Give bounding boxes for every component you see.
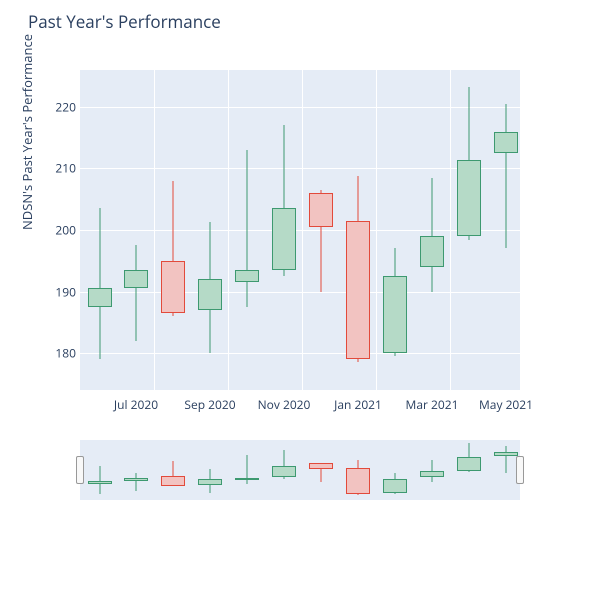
range-handle-left[interactable] <box>76 456 84 484</box>
x-tick-label: May 2021 <box>479 396 533 413</box>
candle-body <box>383 479 407 493</box>
candle-body <box>346 468 370 494</box>
y-tick-label: 200 <box>36 222 76 239</box>
candle-body <box>420 471 444 477</box>
candle[interactable] <box>161 440 185 500</box>
candle-body <box>309 193 333 227</box>
candle[interactable] <box>235 440 259 500</box>
candle-body <box>346 221 370 359</box>
x-tick-label: Jan 2021 <box>334 396 382 413</box>
y-tick-label: 180 <box>36 345 76 362</box>
candle-body <box>383 276 407 353</box>
candle-body <box>161 261 185 313</box>
candle[interactable] <box>383 440 407 500</box>
candle[interactable] <box>272 440 296 500</box>
candle[interactable] <box>124 440 148 500</box>
y-tick-label: 210 <box>36 160 76 177</box>
candle[interactable] <box>346 440 370 500</box>
candle-body <box>420 236 444 267</box>
candle-body <box>198 279 222 310</box>
candle-body <box>124 270 148 288</box>
candle-wick <box>506 446 507 473</box>
candle[interactable] <box>494 440 518 500</box>
candle[interactable] <box>124 70 148 390</box>
candle-body <box>457 160 481 236</box>
candle[interactable] <box>457 440 481 500</box>
candle-wick <box>247 455 248 484</box>
x-tick-label: Mar 2021 <box>406 396 459 413</box>
candle[interactable] <box>420 70 444 390</box>
candle[interactable] <box>383 70 407 390</box>
candle-body <box>494 132 518 154</box>
gridline-v <box>302 70 303 390</box>
main-candlestick-plot[interactable] <box>80 70 520 390</box>
candle[interactable] <box>494 70 518 390</box>
chart-container: Past Year's Performance NDSN's Past Year… <box>0 0 600 600</box>
candle-body <box>198 479 222 485</box>
candle[interactable] <box>457 70 481 390</box>
chart-title: Past Year's Performance <box>28 10 221 33</box>
candle[interactable] <box>235 70 259 390</box>
gridline-v <box>524 70 525 390</box>
y-axis-label: NDSN's Past Year's Performance <box>18 34 36 230</box>
candle-body <box>309 463 333 469</box>
x-tick-label: Sep 2020 <box>184 396 235 413</box>
candle-wick <box>432 178 433 292</box>
candle-wick <box>136 473 137 491</box>
candle-body <box>88 288 112 306</box>
gridline-v <box>376 70 377 390</box>
x-tick-label: Jul 2020 <box>114 396 158 413</box>
candle[interactable] <box>272 70 296 390</box>
candle-body <box>272 208 296 270</box>
candle-body <box>457 457 481 471</box>
gridline-v <box>228 70 229 390</box>
candle[interactable] <box>198 70 222 390</box>
x-tick-label: Nov 2020 <box>258 396 311 413</box>
candle[interactable] <box>420 440 444 500</box>
candle-wick <box>100 208 101 359</box>
candle-body <box>124 478 148 481</box>
candle-wick <box>136 245 137 340</box>
candle-body <box>494 452 518 456</box>
gridline-v <box>450 70 451 390</box>
candle-body <box>88 481 112 484</box>
y-tick-label: 190 <box>36 283 76 300</box>
candle-wick <box>506 104 507 249</box>
candle[interactable] <box>88 70 112 390</box>
candle[interactable] <box>88 440 112 500</box>
gridline-v <box>154 70 155 390</box>
candle[interactable] <box>309 440 333 500</box>
candle-body <box>161 476 185 486</box>
range-selector-plot[interactable] <box>80 440 520 500</box>
y-tick-label: 220 <box>36 98 76 115</box>
candle-wick <box>247 150 248 307</box>
candle-body <box>235 478 259 480</box>
candle[interactable] <box>346 70 370 390</box>
candle[interactable] <box>309 70 333 390</box>
candle-body <box>235 270 259 282</box>
candle[interactable] <box>198 440 222 500</box>
candle[interactable] <box>161 70 185 390</box>
candle-body <box>272 466 296 478</box>
